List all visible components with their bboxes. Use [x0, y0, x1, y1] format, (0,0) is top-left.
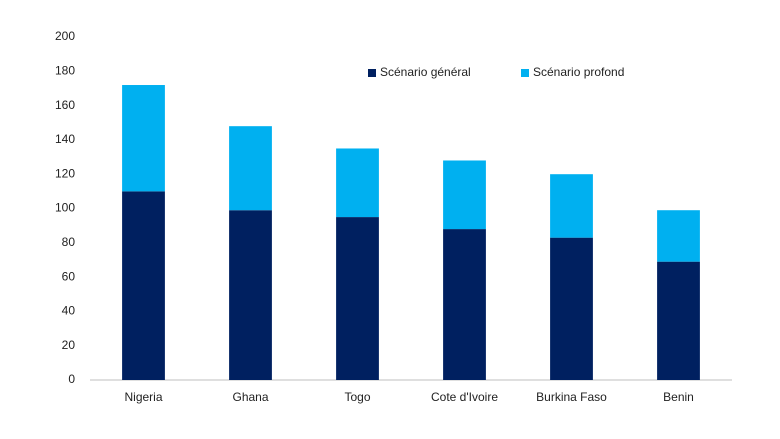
legend-swatch — [521, 69, 529, 77]
y-tick-label: 60 — [62, 269, 76, 283]
y-tick-label: 100 — [55, 201, 75, 215]
bar — [657, 210, 700, 262]
y-tick-label: 120 — [55, 166, 75, 180]
x-tick-label: Togo — [344, 390, 370, 404]
bar — [229, 210, 272, 380]
x-tick-label: Nigeria — [124, 390, 162, 404]
bar — [122, 85, 165, 192]
y-tick-label: 160 — [55, 98, 75, 112]
bar — [550, 237, 593, 380]
bar — [122, 191, 165, 380]
y-tick-label: 80 — [62, 235, 76, 249]
x-tick-label: Cote d'Ivoire — [431, 390, 498, 404]
legend-label: Scénario profond — [533, 65, 624, 79]
legend-swatch — [368, 69, 376, 77]
bar — [443, 229, 486, 380]
x-tick-label: Benin — [663, 390, 694, 404]
bar — [657, 261, 700, 380]
bar — [336, 217, 379, 380]
bar — [336, 148, 379, 218]
y-tick-label: 180 — [55, 63, 75, 77]
y-tick-label: 140 — [55, 132, 75, 146]
y-tick-label: 40 — [62, 304, 76, 318]
bar — [229, 126, 272, 211]
bar — [550, 174, 593, 238]
x-tick-label: Burkina Faso — [536, 390, 607, 404]
x-tick-label: Ghana — [232, 390, 268, 404]
y-tick-label: 20 — [62, 338, 76, 352]
y-tick-label: 200 — [55, 29, 75, 43]
bar — [443, 160, 486, 230]
y-tick-label: 0 — [68, 372, 75, 386]
legend-label: Scénario général — [380, 65, 471, 79]
